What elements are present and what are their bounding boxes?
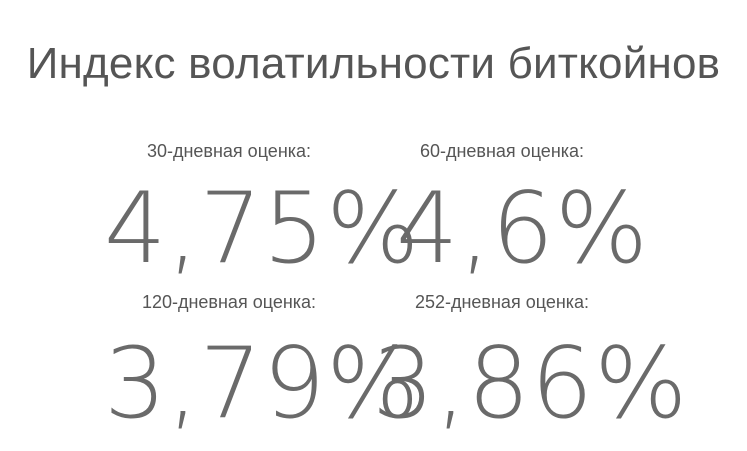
estimate-value-60d: 4,6% [396, 172, 649, 286]
estimate-value-252d: 3,86% [372, 327, 689, 441]
estimate-label-60d: 60-дневная оценка: [419, 141, 585, 161]
estimate-label-252d: 252-дневная оценка: [414, 292, 590, 312]
estimate-label-30d: 30-дневная оценка: [146, 141, 312, 161]
estimate-value-120d: 3,79% [104, 327, 421, 441]
estimate-value-30d: 4,75% [104, 172, 421, 286]
page-title: Индекс волатильности биткойнов [26, 39, 721, 89]
estimate-label-120d: 120-дневная оценка: [141, 292, 317, 312]
